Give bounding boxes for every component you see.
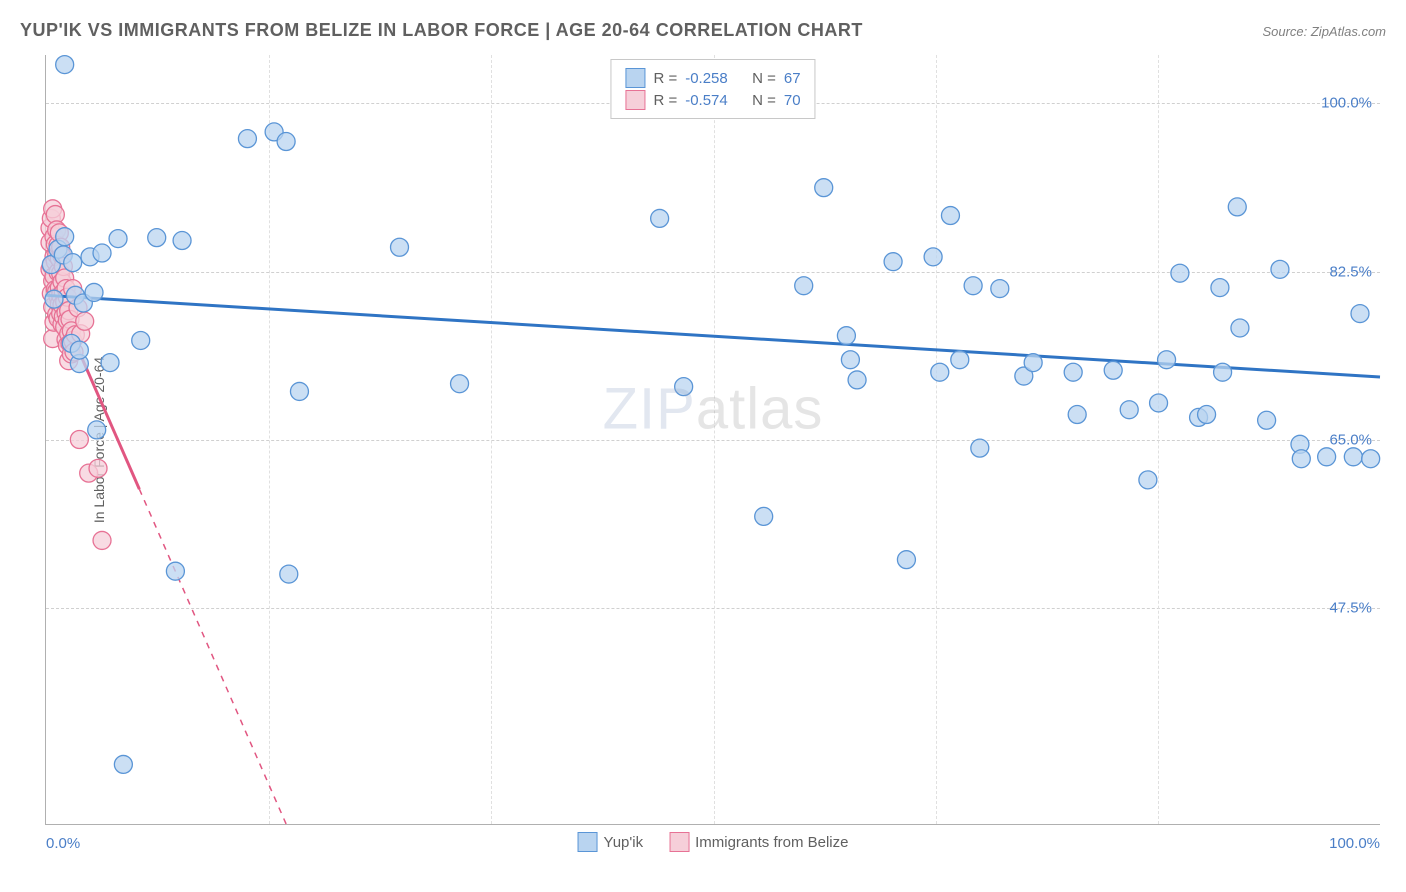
r-value-1: -0.258 (685, 70, 728, 87)
x-axis-max-label: 100.0% (1329, 835, 1380, 852)
n-label: N = (752, 92, 776, 109)
chart-plot-area: In Labor Force | Age 20-64 100.0%82.5%65… (45, 55, 1380, 825)
scatter-svg (46, 55, 1380, 824)
legend-item-1: Yup'ik (578, 832, 644, 852)
legend-item-2: Immigrants from Belize (669, 832, 848, 852)
n-label: N = (752, 70, 776, 87)
n-value-2: 70 (784, 92, 801, 109)
swatch-series-2 (625, 90, 645, 110)
legend-swatch-1 (578, 832, 598, 852)
legend-label-2: Immigrants from Belize (695, 834, 848, 851)
correlation-stats-box: R = -0.258 N = 67 R = -0.574 N = 70 (610, 59, 815, 119)
legend-swatch-2 (669, 832, 689, 852)
stats-row-2: R = -0.574 N = 70 (625, 90, 800, 110)
stats-row-1: R = -0.258 N = 67 (625, 68, 800, 88)
r-value-2: -0.574 (685, 92, 728, 109)
legend-label-1: Yup'ik (604, 834, 644, 851)
r-label: R = (653, 92, 677, 109)
x-axis-min-label: 0.0% (46, 835, 80, 852)
chart-title: YUP'IK VS IMMIGRANTS FROM BELIZE IN LABO… (20, 20, 863, 41)
r-label: R = (653, 70, 677, 87)
swatch-series-1 (625, 68, 645, 88)
n-value-1: 67 (784, 70, 801, 87)
bottom-legend: Yup'ik Immigrants from Belize (578, 832, 849, 852)
source-attribution: Source: ZipAtlas.com (1262, 24, 1386, 39)
